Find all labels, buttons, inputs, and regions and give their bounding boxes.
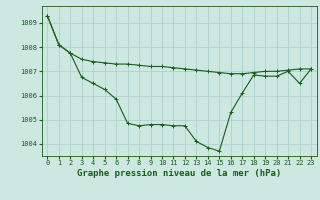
X-axis label: Graphe pression niveau de la mer (hPa): Graphe pression niveau de la mer (hPa) (77, 169, 281, 178)
